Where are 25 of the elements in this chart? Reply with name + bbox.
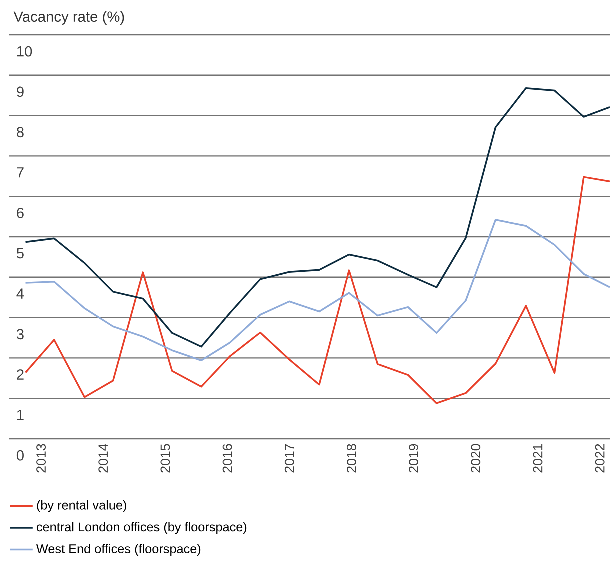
y-tick-label: 1 — [17, 410, 24, 420]
legend-label: (by rental value) — [37, 500, 126, 512]
y-tick-label: 6 — [17, 208, 24, 218]
x-tick-label: 2015 — [160, 444, 170, 473]
y-tick-label: 10 — [17, 46, 32, 57]
x-tick-label: 2021 — [533, 444, 543, 473]
y-tick-label: 9 — [17, 86, 24, 98]
x-tick-label: 2018 — [347, 444, 356, 473]
x-tick-label: 2014 — [98, 444, 108, 473]
y-tick-label: 5 — [16, 248, 24, 259]
x-tick-label: 2017 — [284, 444, 294, 473]
y-tick-label: 4 — [16, 288, 24, 299]
x-tick-label: 2020 — [471, 444, 481, 473]
y-tick-label: 8 — [17, 127, 24, 138]
y-tick-label: 2 — [17, 370, 24, 380]
y-tick-label: 7 — [17, 168, 24, 178]
x-tick-label: 2019 — [409, 444, 419, 473]
y-tick-label: 3 — [16, 329, 24, 340]
x-tick-label: 2013 — [36, 444, 46, 473]
x-tick-label: 2016 — [222, 444, 232, 473]
legend-label: West End offices (floorspace) — [36, 544, 201, 556]
legend-label: central London offices (by floorspace) — [36, 522, 247, 534]
y-tick-label: 0 — [16, 450, 24, 461]
x-tick-label: 2022 — [595, 444, 605, 473]
y-axis-title: Vacancy rate (%) — [14, 11, 124, 25]
